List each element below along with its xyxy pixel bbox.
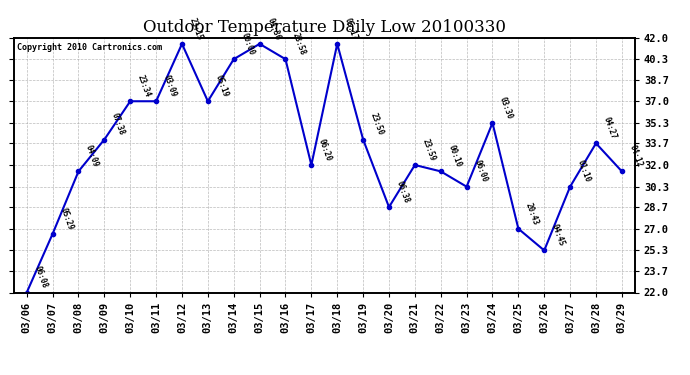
Text: 06:00: 06:00 <box>472 159 489 184</box>
Text: 04:09: 04:09 <box>84 144 101 169</box>
Text: 04:45: 04:45 <box>550 223 566 248</box>
Text: 23:58: 23:58 <box>291 32 308 56</box>
Text: 23:50: 23:50 <box>368 112 385 137</box>
Text: 03:09: 03:09 <box>161 74 178 99</box>
Text: 06:38: 06:38 <box>395 180 411 204</box>
Text: 05:17: 05:17 <box>343 16 359 41</box>
Text: 06:20: 06:20 <box>317 137 333 162</box>
Text: 00:00: 00:00 <box>239 32 256 56</box>
Text: 04:27: 04:27 <box>602 116 618 141</box>
Text: 06:08: 06:08 <box>32 265 49 290</box>
Text: 04:36: 04:36 <box>265 16 282 41</box>
Text: Copyright 2010 Cartronics.com: Copyright 2010 Cartronics.com <box>17 43 162 52</box>
Text: 20:43: 20:43 <box>524 201 540 226</box>
Text: 07:38: 07:38 <box>110 112 126 137</box>
Text: 05:29: 05:29 <box>58 206 75 231</box>
Text: 03:30: 03:30 <box>498 95 515 120</box>
Text: 23:59: 23:59 <box>420 137 437 162</box>
Text: 23:34: 23:34 <box>136 74 152 99</box>
Text: 01:10: 01:10 <box>575 159 592 184</box>
Title: Outdoor Temperature Daily Low 20100330: Outdoor Temperature Daily Low 20100330 <box>143 19 506 36</box>
Text: 23:15: 23:15 <box>188 16 204 41</box>
Text: 05:19: 05:19 <box>213 74 230 99</box>
Text: 00:10: 00:10 <box>446 144 463 169</box>
Text: 04:12: 04:12 <box>627 144 644 169</box>
